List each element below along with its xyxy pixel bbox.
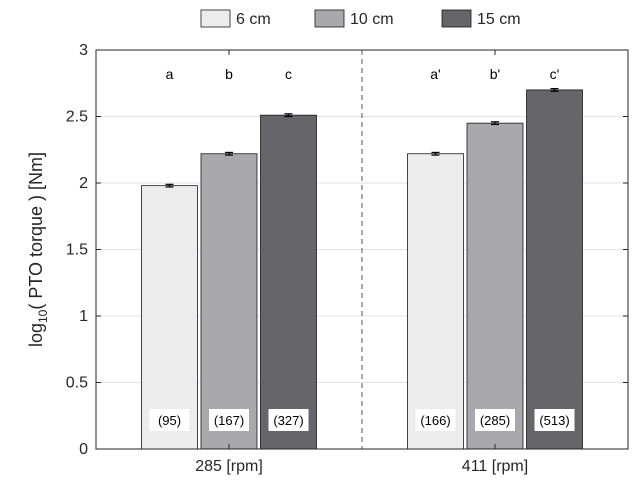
legend: 6 cm 10 cm 15 cm bbox=[200, 9, 521, 28]
sample-count-label: (95) bbox=[158, 413, 181, 428]
legend-label: 10 cm bbox=[350, 11, 394, 28]
significance-letter: c bbox=[285, 66, 292, 82]
y-axis-label: log10( PTO torque ) [Nm] bbox=[26, 152, 50, 347]
x-tick-label: 411 [rpm] bbox=[462, 458, 528, 475]
y-axis: 0 0.5 1 1.5 2 2.5 3 bbox=[66, 42, 628, 458]
count-box bbox=[268, 409, 309, 431]
y-tick-label: 2.5 bbox=[66, 109, 88, 126]
count-box bbox=[415, 409, 456, 431]
bar bbox=[466, 122, 524, 450]
count-box bbox=[475, 409, 515, 431]
y-axis-label-suffix: ( PTO torque ) [Nm] bbox=[26, 152, 46, 310]
sample-count-label: (167) bbox=[214, 413, 244, 428]
y-tick-label: 3 bbox=[79, 42, 88, 59]
significance-letters: a b c a' b' c' bbox=[166, 66, 560, 82]
bar bbox=[260, 114, 317, 450]
sample-count-label: (166) bbox=[420, 413, 450, 428]
significance-letter: a bbox=[166, 66, 174, 82]
y-tick-label: 1 bbox=[79, 308, 88, 325]
bar bbox=[200, 153, 258, 450]
count-box bbox=[534, 409, 575, 431]
y-tick-label: 0 bbox=[79, 441, 88, 458]
sample-count-label: (513) bbox=[539, 413, 569, 428]
y-tick-label: 0.5 bbox=[66, 375, 88, 392]
legend-swatch bbox=[441, 9, 472, 28]
legend-swatch bbox=[314, 9, 345, 28]
sample-counts: (95) (167) (327) (166) (285) (513) bbox=[149, 409, 575, 431]
bars bbox=[141, 89, 583, 450]
sample-count-label: (285) bbox=[480, 413, 510, 428]
significance-letter: b bbox=[225, 66, 233, 82]
count-box bbox=[149, 409, 190, 431]
x-axis: 285 [rpm] 411 [rpm] bbox=[195, 50, 528, 475]
legend-label: 6 cm bbox=[236, 11, 271, 28]
bar bbox=[407, 153, 464, 450]
count-box bbox=[209, 409, 249, 431]
bar bbox=[526, 89, 583, 450]
significance-letter: c' bbox=[550, 66, 560, 82]
significance-letter: b' bbox=[490, 66, 500, 82]
plot-area: a b c a' b' c' (95) (167) (327) (166) (285) (513) bbox=[95, 49, 629, 450]
y-axis-label-prefix: log bbox=[26, 323, 46, 347]
sample-count-label: (327) bbox=[273, 413, 303, 428]
y-axis-label-subscript: 10 bbox=[36, 309, 50, 323]
error-bars bbox=[165, 87, 559, 188]
y-tick-label: 2 bbox=[79, 175, 88, 192]
legend-swatch bbox=[200, 9, 231, 28]
x-tick-label: 285 [rpm] bbox=[195, 458, 263, 475]
legend-label: 15 cm bbox=[477, 11, 521, 28]
significance-letter: a' bbox=[430, 66, 440, 82]
y-tick-label: 1.5 bbox=[66, 242, 88, 259]
